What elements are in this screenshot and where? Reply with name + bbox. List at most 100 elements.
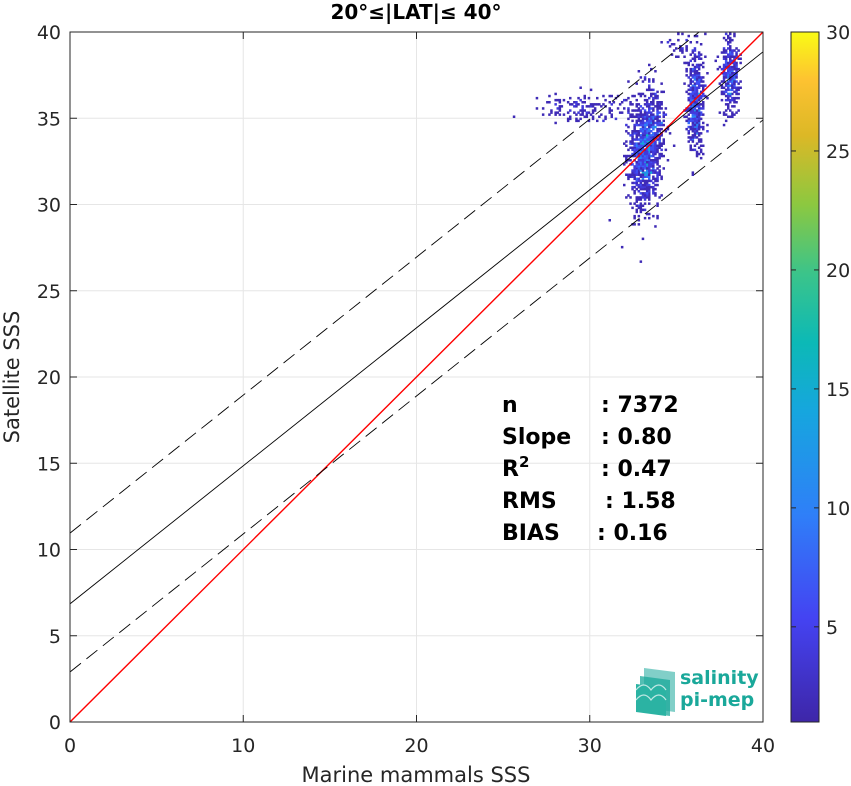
- density-cell: [735, 111, 738, 114]
- density-cell: [639, 92, 643, 96]
- density-cell: [627, 132, 630, 135]
- stat-value-slope: : 0.80: [601, 425, 672, 450]
- density-cell: [633, 216, 636, 220]
- density-cell: [702, 86, 705, 89]
- density-cell: [652, 161, 655, 164]
- density-cell: [635, 109, 638, 112]
- density-cell: [654, 169, 657, 172]
- density-cell: [650, 150, 653, 154]
- density-cell: [735, 61, 738, 65]
- density-cell: [697, 132, 701, 135]
- density-cell: [625, 130, 628, 133]
- density-cell: [679, 45, 682, 48]
- density-cell: [535, 96, 539, 100]
- density-cell: [627, 107, 630, 110]
- density-cell: [629, 173, 632, 176]
- density-cell: [645, 171, 649, 174]
- density-cell: [639, 169, 643, 172]
- x-tick-label: 10: [231, 735, 255, 757]
- density-cell: [695, 111, 699, 114]
- density-cell: [648, 179, 651, 183]
- density-cell: [635, 169, 638, 172]
- density-cell: [637, 173, 641, 176]
- density-cell: [639, 165, 643, 168]
- density-cell: [643, 150, 647, 154]
- density-cell: [695, 34, 699, 38]
- density-cell: [629, 154, 632, 158]
- density-cell: [648, 88, 651, 92]
- density-cell: [648, 140, 651, 143]
- density-cell: [637, 223, 641, 226]
- density-cell: [685, 47, 688, 50]
- density-cell: [695, 86, 699, 89]
- density-cell: [650, 113, 653, 116]
- density-cell: [648, 123, 651, 127]
- density-cell: [648, 121, 651, 125]
- density-cell: [731, 115, 734, 118]
- x-tick-label: 40: [751, 735, 775, 757]
- density-cell: [639, 111, 643, 114]
- density-cell: [737, 88, 740, 92]
- density-cell: [643, 115, 647, 118]
- density-cell: [733, 84, 736, 87]
- density-cell: [633, 148, 636, 152]
- y-tick-label: 25: [37, 281, 61, 303]
- density-cell: [733, 96, 736, 100]
- density-cell: [612, 101, 616, 104]
- density-cell: [697, 103, 701, 106]
- density-cell: [691, 49, 695, 52]
- density-cell: [687, 88, 690, 92]
- density-cell: [654, 144, 657, 147]
- density-cell: [608, 219, 611, 222]
- density-cell: [733, 90, 736, 94]
- density-cell: [631, 115, 634, 118]
- density-cell: [643, 161, 647, 164]
- density-cell: [650, 67, 653, 71]
- density-cell: [641, 187, 645, 191]
- density-cell: [691, 125, 695, 129]
- density-cell: [689, 72, 692, 75]
- density-cell: [693, 47, 697, 50]
- density-cell: [631, 132, 634, 135]
- density-cell: [687, 96, 690, 100]
- density-cell: [569, 115, 572, 118]
- density-cell: [629, 115, 632, 118]
- density-cell: [652, 187, 655, 191]
- density-cell: [591, 105, 595, 108]
- density-cell: [633, 144, 636, 147]
- y-tick-label: 5: [49, 626, 61, 648]
- density-cell: [706, 72, 709, 75]
- density-cell: [652, 107, 655, 110]
- density-cell: [689, 109, 692, 112]
- density-cell: [652, 146, 655, 149]
- density-cell: [637, 103, 641, 106]
- density-cell: [699, 150, 703, 154]
- density-cell: [645, 150, 649, 154]
- density-cell: [699, 140, 703, 143]
- density-cell: [706, 96, 709, 100]
- density-cell: [635, 123, 638, 127]
- density-cell: [652, 80, 655, 83]
- density-cell: [660, 123, 663, 127]
- density-cell: [635, 105, 638, 108]
- density-cell: [643, 183, 647, 187]
- density-cell: [693, 86, 697, 89]
- stat-label-r2: R2: [502, 453, 529, 482]
- density-cell: [635, 152, 638, 156]
- density-cell: [722, 74, 726, 77]
- density-cell: [652, 88, 655, 92]
- density-cell: [643, 185, 647, 189]
- density-cell: [685, 70, 688, 73]
- density-cell: [641, 140, 645, 143]
- density-cell: [733, 72, 736, 75]
- density-cell: [722, 51, 726, 54]
- density-cell: [637, 113, 641, 116]
- density-cell: [600, 113, 603, 116]
- density-cell: [693, 78, 697, 81]
- density-cell: [635, 208, 638, 212]
- density-cell: [702, 144, 705, 147]
- density-cell: [645, 148, 649, 152]
- density-cell: [691, 123, 695, 127]
- density-cell: [658, 115, 661, 118]
